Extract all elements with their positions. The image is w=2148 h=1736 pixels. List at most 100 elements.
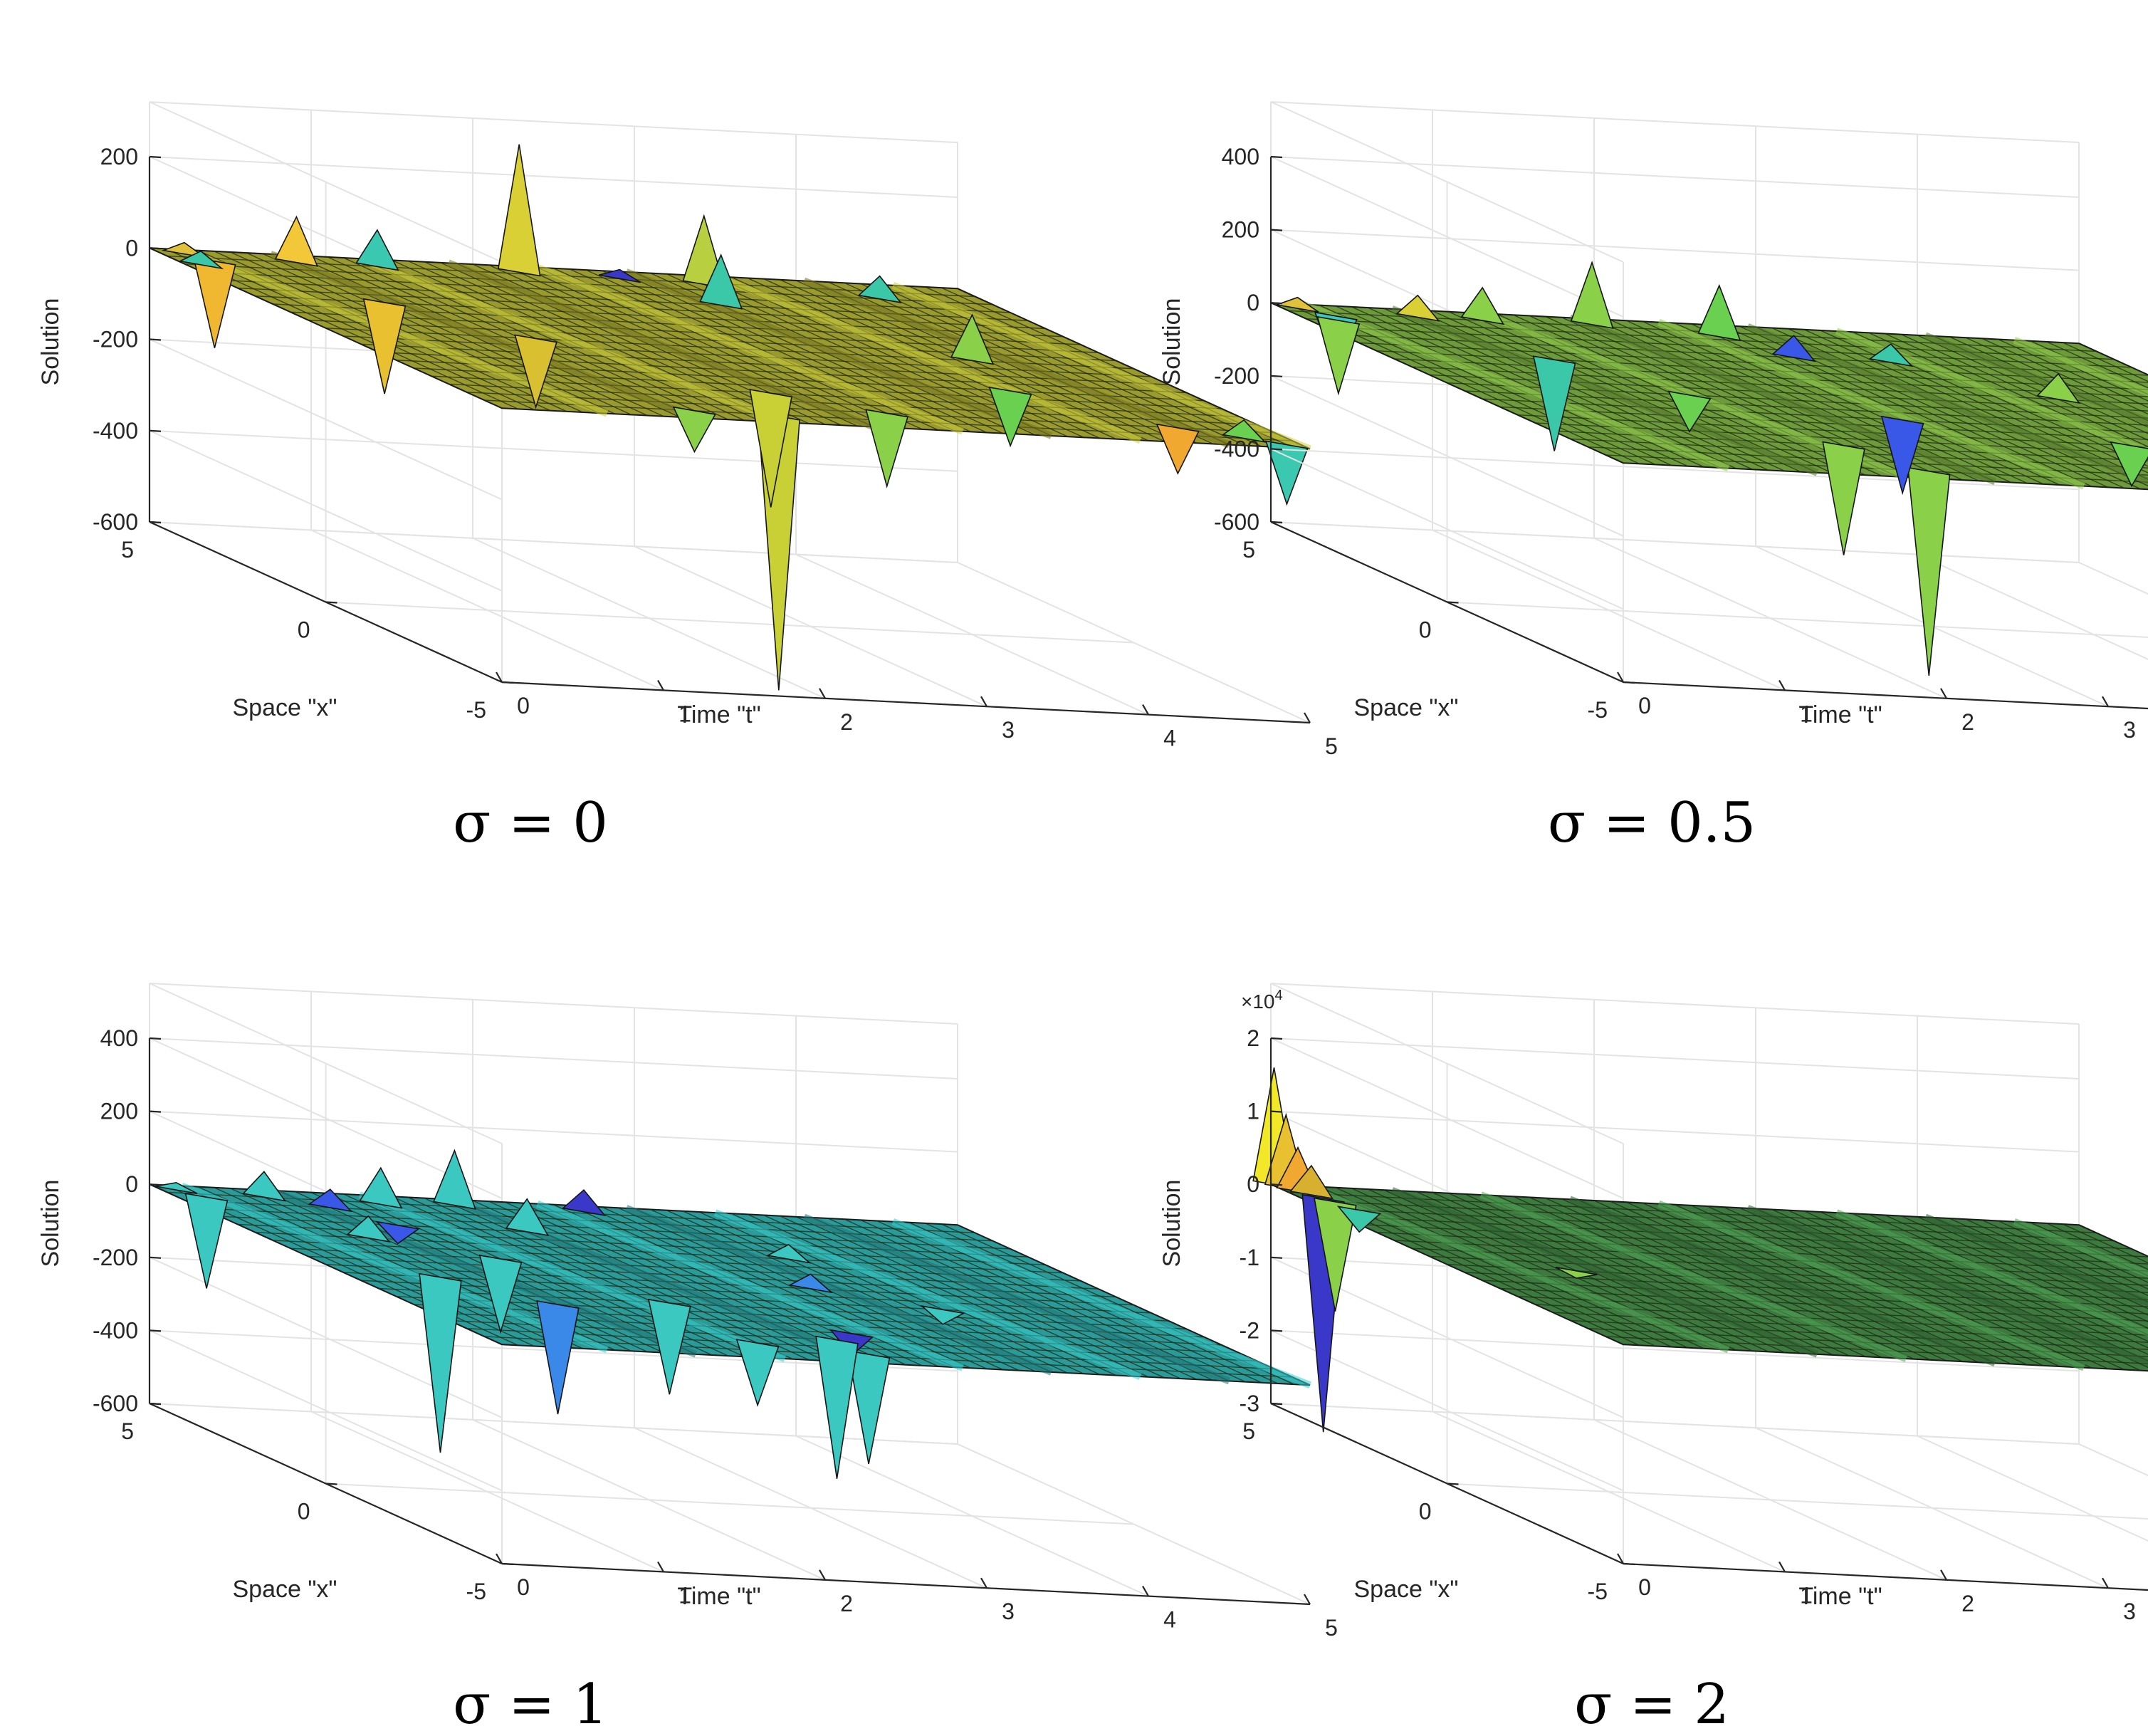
mesh-line bbox=[1998, 1220, 2148, 1290]
surface-ridge bbox=[536, 1200, 964, 1371]
z-tick-label: -3 bbox=[1240, 1391, 1259, 1416]
back-wall-grid-line bbox=[1270, 156, 2080, 198]
x-tick-label: 5 bbox=[1242, 537, 1255, 563]
z-tick-mark bbox=[149, 1256, 162, 1259]
mesh-line bbox=[2063, 1223, 2148, 1264]
time-tick-label: 5 bbox=[1325, 733, 1338, 759]
z-tick-label: -200 bbox=[93, 1245, 138, 1270]
mesh-line bbox=[325, 328, 1134, 370]
mesh-line bbox=[1517, 1296, 2148, 1329]
surface-ridge bbox=[1479, 1191, 1908, 1362]
z-tick-label: 1 bbox=[1247, 1099, 1259, 1124]
z-tick-label: -600 bbox=[1214, 509, 1259, 535]
surface-spike bbox=[432, 1149, 476, 1210]
floor-grid-line bbox=[325, 601, 1134, 644]
surface-spike bbox=[865, 409, 909, 488]
x-tick-label: 0 bbox=[298, 1499, 310, 1525]
time-tick-mark bbox=[1142, 704, 1149, 716]
floor-grid-line bbox=[2078, 562, 2148, 595]
time-axis-title: Time "t" bbox=[677, 701, 760, 728]
z-axis-title: Solution bbox=[1158, 298, 1185, 386]
mesh-line bbox=[1588, 1328, 2148, 1357]
surface-spike bbox=[308, 1188, 353, 1213]
time-tick-label: 1 bbox=[679, 1582, 691, 1608]
z-tick-label: -1 bbox=[1240, 1245, 1259, 1270]
mesh-line bbox=[1981, 338, 2148, 415]
time-tick-label: 2 bbox=[1961, 1591, 1974, 1616]
surface-spike bbox=[346, 1215, 391, 1243]
surface-plot-sigma-1: -600 -400 -200 0 200 400 -5 0 5 0 1 2 3 4 5 Solution Spa… bbox=[37, 983, 1338, 1736]
time-tick-label: 5 bbox=[1325, 1615, 1338, 1641]
mesh-line bbox=[343, 335, 1152, 377]
surface-spikes bbox=[161, 144, 1309, 691]
time-tick-label: 0 bbox=[1638, 693, 1651, 718]
box-top-edge bbox=[149, 101, 958, 263]
surface-ridge bbox=[713, 1209, 1142, 1380]
time-tick-mark bbox=[2102, 696, 2109, 707]
surface-ridge bbox=[2013, 336, 2148, 397]
surface-spike bbox=[497, 144, 541, 277]
mesh-line bbox=[1447, 382, 2148, 419]
z-tick-mark bbox=[149, 1183, 162, 1186]
surface-spike bbox=[815, 1335, 859, 1479]
z-tick-mark bbox=[1270, 1329, 1283, 1332]
x-axis-title: Space "x" bbox=[1354, 1576, 1459, 1603]
surface-ridge bbox=[358, 255, 787, 426]
mesh-line bbox=[2046, 1223, 2148, 1270]
x-tick-label: 5 bbox=[1242, 1418, 1255, 1444]
time-tick-label: 2 bbox=[840, 1591, 853, 1616]
surface-ridge bbox=[891, 282, 1311, 452]
time-tick-mark bbox=[1617, 671, 1624, 683]
mesh-line bbox=[1517, 414, 2148, 447]
mesh-line bbox=[1552, 1312, 2148, 1343]
surface-spike bbox=[1907, 466, 1951, 676]
x-tick-mark bbox=[149, 1402, 162, 1406]
surface-ridge bbox=[624, 268, 1053, 439]
time-tick-mark bbox=[1940, 688, 1947, 699]
time-tick-mark bbox=[1778, 1561, 1786, 1572]
surface-spike bbox=[193, 256, 236, 348]
x-tick-mark bbox=[1270, 1402, 1283, 1406]
x-tick-label: -5 bbox=[466, 697, 486, 723]
time-axis-title: Time "t" bbox=[1798, 701, 1882, 728]
z-exponent-label: ×104 bbox=[1241, 988, 1283, 1013]
time-tick-mark bbox=[1304, 1594, 1311, 1605]
mesh-line bbox=[449, 383, 1257, 426]
surface-spike bbox=[765, 1243, 812, 1264]
surface-spike bbox=[950, 313, 995, 365]
panel-caption: σ = 0 bbox=[453, 791, 608, 855]
surface-ridge bbox=[1835, 1209, 2148, 1337]
mesh-line bbox=[1429, 1255, 2148, 1293]
floor-grid-line bbox=[2078, 1443, 2148, 1477]
z-axis-title: Solution bbox=[37, 298, 64, 386]
back-wall-grid-line bbox=[149, 1110, 958, 1153]
mesh-line bbox=[1605, 454, 2148, 483]
surface-ridge bbox=[2013, 1218, 2148, 1278]
mesh-line bbox=[466, 1328, 1275, 1370]
time-tick-mark bbox=[1304, 712, 1311, 723]
z-tick-mark bbox=[1270, 375, 1283, 377]
surface-ridge bbox=[1568, 314, 1996, 486]
x-tick-label: 5 bbox=[121, 1418, 134, 1444]
surface-ridge bbox=[1657, 318, 2085, 490]
surface-spike bbox=[1667, 390, 1712, 433]
mesh-line bbox=[1605, 1336, 2148, 1364]
time-axis-title: Time "t" bbox=[1798, 1583, 1882, 1610]
back-wall-grid-line bbox=[149, 156, 958, 198]
surface-spike bbox=[178, 250, 224, 270]
z-tick-label: 0 bbox=[1247, 1171, 1259, 1197]
time-tick-mark bbox=[496, 1553, 503, 1564]
time-tick-mark bbox=[657, 679, 664, 691]
surface-spike bbox=[847, 1350, 891, 1465]
surface-spike bbox=[1274, 296, 1319, 313]
mesh-line bbox=[1981, 1219, 2148, 1297]
surface-spike bbox=[787, 1273, 834, 1294]
z-tick-label: 0 bbox=[1247, 290, 1259, 315]
surface-spike bbox=[362, 298, 407, 394]
axes bbox=[148, 1037, 1311, 1606]
surface-spikes bbox=[155, 1149, 965, 1479]
axes bbox=[1269, 1037, 2148, 1591]
surface-spike bbox=[514, 334, 557, 409]
surface-spike bbox=[536, 1300, 580, 1415]
z-tick-mark bbox=[149, 247, 162, 250]
